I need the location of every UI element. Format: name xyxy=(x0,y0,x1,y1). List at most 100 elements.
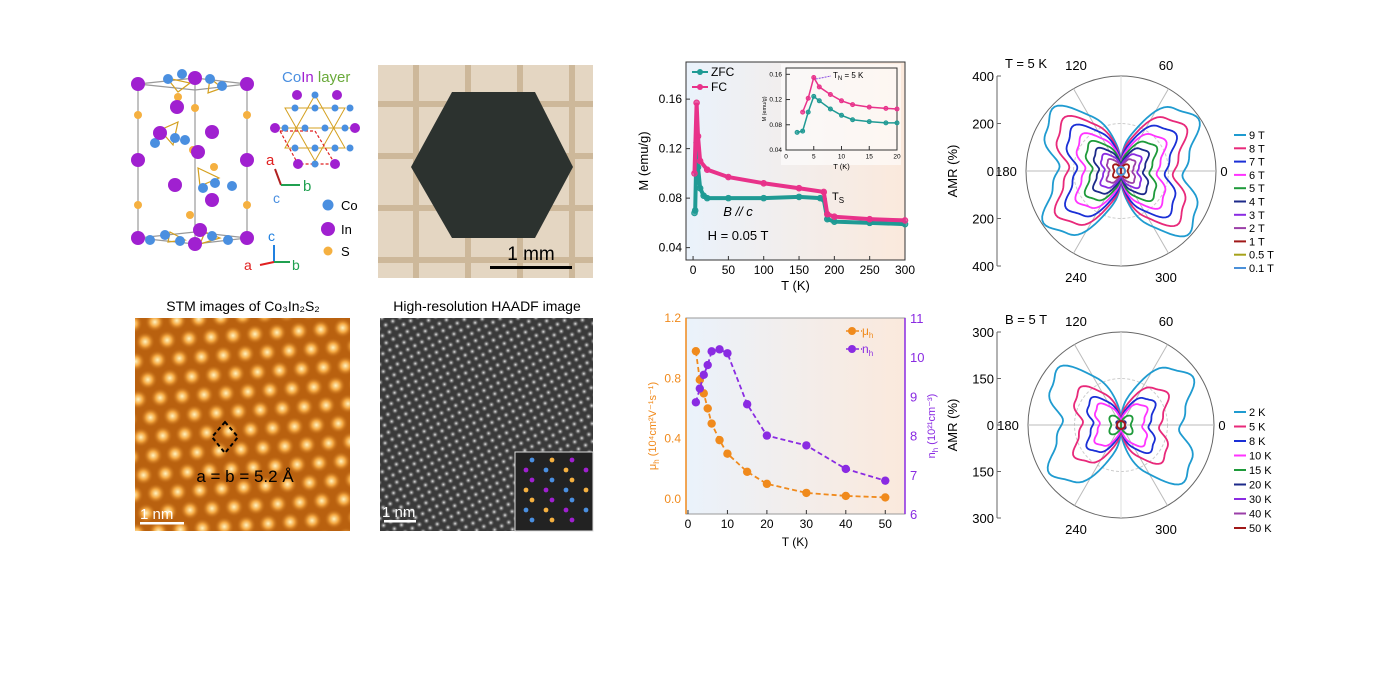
amr-curve-5T xyxy=(1083,140,1159,202)
atom-overlay-dot xyxy=(549,497,555,503)
legend-label: 20 K xyxy=(1249,480,1272,492)
tn-symbol: T xyxy=(833,71,838,80)
x-axis-label: T (K) xyxy=(782,535,808,549)
angle-label: 240 xyxy=(1065,270,1087,285)
y-tick-label: 0.08 xyxy=(659,191,683,205)
radial-tick-label: 150 xyxy=(972,372,994,387)
data-point xyxy=(742,467,752,476)
indium-atom xyxy=(205,193,219,207)
ts-symbol: T xyxy=(832,191,839,203)
legend-label: 5 T xyxy=(1249,183,1265,195)
data-point xyxy=(850,117,856,123)
label-sub: h xyxy=(652,459,661,463)
indium-atom xyxy=(188,237,202,251)
indium-atom xyxy=(350,123,360,133)
x-tick-label: 300 xyxy=(895,263,915,277)
cobalt-atom xyxy=(291,104,299,112)
data-point xyxy=(694,132,702,140)
atom-overlay-dot xyxy=(543,467,549,473)
cobalt-atom xyxy=(311,144,319,152)
radial-tick-label: 200 xyxy=(972,117,994,132)
tn-value: = 5 K xyxy=(842,71,864,80)
legend-label: 7 T xyxy=(1249,157,1265,169)
cobalt-atom xyxy=(163,74,173,84)
atom-overlay-dot xyxy=(529,497,535,503)
scale-bar xyxy=(490,266,572,269)
data-point xyxy=(866,104,872,110)
y-axis-label: M (emu/g) xyxy=(636,131,651,190)
amr-curve-0.1T xyxy=(1116,166,1126,176)
svg-text:a: a xyxy=(244,257,252,273)
data-point xyxy=(742,400,752,409)
x-tick-label: 30 xyxy=(800,517,814,531)
cobalt-atom xyxy=(331,104,339,112)
svg-text:Co: Co xyxy=(341,198,358,213)
atom-overlay-dot xyxy=(569,477,575,483)
data-point xyxy=(691,398,701,407)
data-point xyxy=(820,188,828,196)
stm-title: STM images of Co₃In₂S₂ xyxy=(166,298,320,314)
cobalt-atom xyxy=(175,236,185,246)
angle-label: 60 xyxy=(1159,314,1173,329)
indium-atom xyxy=(240,77,254,91)
tn-label: TN = 5 K xyxy=(833,71,864,82)
radial-tick-label: 400 xyxy=(972,259,994,274)
y-axis-label: M (emu/g) xyxy=(762,96,768,121)
svg-text:b: b xyxy=(303,178,311,195)
legend-marker xyxy=(697,84,703,90)
data-point xyxy=(805,109,811,115)
data-point xyxy=(693,99,700,107)
label-unit: (10²¹cm⁻³) xyxy=(926,394,938,448)
x-tick-label: 10 xyxy=(838,154,846,161)
cobalt-atom xyxy=(170,133,180,143)
atom-overlay-dot xyxy=(523,507,529,513)
angle-label: 180 xyxy=(995,164,1017,179)
cobalt-atom xyxy=(205,74,215,84)
data-point xyxy=(811,74,817,80)
atom-overlay-dot xyxy=(563,467,569,473)
inset-chart: 0 5 10 15 20 0.04 0.08 0.12 0.16 T (K) M (emu/g) TN… xyxy=(762,64,901,171)
scale-bar-label: 1 nm xyxy=(140,506,173,523)
data-point xyxy=(699,370,708,380)
data-point xyxy=(696,184,704,192)
sulfur-atom xyxy=(134,201,142,209)
svg-text:c: c xyxy=(268,228,275,244)
data-point xyxy=(841,491,851,501)
left-tick-label: 1.2 xyxy=(664,311,681,325)
y-tick-label: 0.12 xyxy=(769,97,782,104)
stm-image xyxy=(135,318,350,531)
legend-sub: h xyxy=(869,349,873,358)
radial-tick-label: 300 xyxy=(972,511,994,526)
data-point xyxy=(802,488,811,498)
legend-label: 5 K xyxy=(1249,422,1266,434)
sulfur-atom xyxy=(243,111,251,119)
legend-label: 9 T xyxy=(1249,130,1265,142)
radial-tick-label: 300 xyxy=(972,325,994,340)
left-tick-label: 0.8 xyxy=(664,371,681,385)
x-axis-label: T (K) xyxy=(833,162,850,171)
label-symbol: n xyxy=(926,452,938,458)
data-point xyxy=(723,449,732,458)
right-tick-label: 10 xyxy=(910,350,924,365)
indium-atom xyxy=(205,125,219,139)
y-tick-label: 0.16 xyxy=(659,92,683,106)
data-point xyxy=(850,102,856,108)
svg-text:In: In xyxy=(341,222,352,237)
crystal-photo: 1 mm xyxy=(378,65,593,278)
data-point xyxy=(707,419,716,428)
tn-arrow xyxy=(815,75,832,80)
data-point xyxy=(816,84,822,90)
sulfur-atom xyxy=(186,211,194,219)
angle-label: 60 xyxy=(1159,58,1173,73)
tn-subscript: N xyxy=(838,76,842,82)
amr-curve-10K xyxy=(1093,402,1149,448)
cobalt-atom xyxy=(160,230,170,240)
atom-overlay-dot xyxy=(549,517,555,523)
cobalt-atom xyxy=(346,104,354,112)
amr-curve-4T xyxy=(1092,146,1150,196)
x-tick-label: 15 xyxy=(866,154,874,161)
indium-atom xyxy=(131,153,145,167)
